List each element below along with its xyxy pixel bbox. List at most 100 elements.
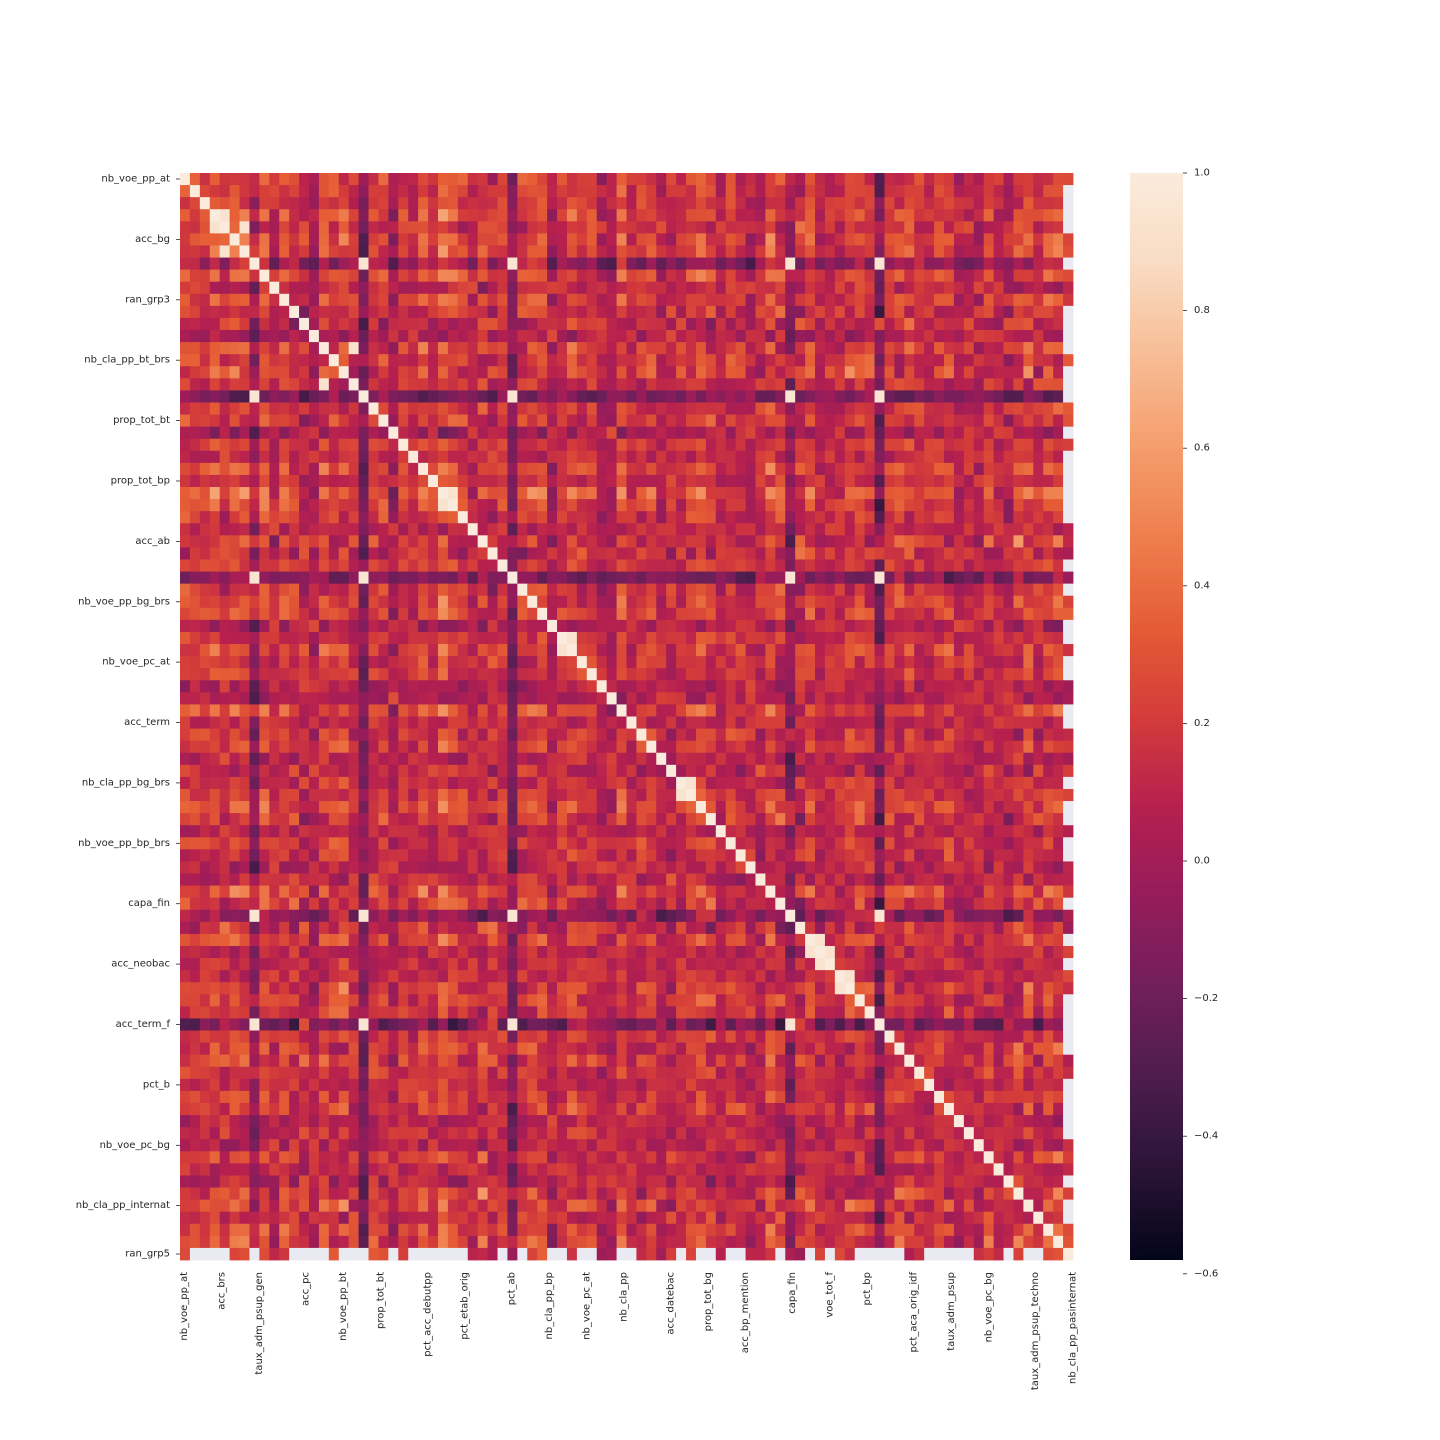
heatmap-cell	[894, 366, 905, 379]
heatmap-cell	[418, 547, 429, 560]
heatmap-cell	[636, 499, 647, 512]
heatmap-cell	[795, 668, 806, 681]
heatmap-cell	[269, 813, 280, 826]
heatmap-cell	[953, 680, 965, 693]
heatmap-cell	[904, 257, 915, 271]
heatmap-cell	[586, 438, 598, 452]
heatmap-cell	[973, 813, 985, 826]
heatmap-cell	[884, 233, 895, 246]
heatmap-cell	[487, 825, 498, 838]
heatmap-cell	[348, 438, 359, 452]
heatmap-cell	[1053, 704, 1064, 717]
heatmap-cell	[894, 414, 905, 428]
heatmap-cell	[239, 631, 250, 645]
heatmap-cell	[775, 209, 786, 222]
heatmap-cell	[715, 607, 727, 621]
heatmap-cell	[418, 281, 429, 295]
heatmap-cell	[963, 474, 975, 488]
heatmap-cell	[507, 535, 518, 548]
heatmap-cell	[755, 523, 766, 536]
heatmap-cell	[924, 317, 935, 331]
heatmap-cell	[557, 317, 568, 331]
heatmap-cell	[636, 330, 647, 343]
heatmap-cell	[457, 825, 469, 838]
heatmap-cell	[735, 511, 746, 524]
heatmap-cell	[547, 511, 558, 524]
heatmap-cell	[1053, 728, 1064, 742]
heatmap-cell	[576, 342, 588, 355]
heatmap-cell	[368, 426, 379, 440]
heatmap-cell	[705, 438, 717, 452]
heatmap-cell	[775, 474, 786, 488]
heatmap-cell	[924, 221, 935, 234]
heatmap-cell	[785, 668, 796, 681]
heatmap-cell	[318, 378, 330, 391]
heatmap-cell	[1033, 644, 1044, 657]
heatmap-cell	[914, 692, 925, 705]
heatmap-cell	[517, 366, 528, 379]
heatmap-cell	[279, 330, 290, 343]
heatmap-cell	[477, 752, 488, 766]
heatmap-cell	[378, 535, 389, 548]
heatmap-cell	[616, 305, 627, 319]
heatmap-cell	[765, 704, 776, 717]
heatmap-cell	[993, 511, 1004, 524]
heatmap-cell	[557, 354, 568, 367]
heatmap-cell	[189, 547, 201, 560]
heatmap-cell	[785, 209, 796, 222]
heatmap-cell	[785, 656, 796, 669]
heatmap-cell	[1023, 788, 1034, 802]
heatmap-cell	[249, 740, 260, 754]
heatmap-cell	[576, 390, 588, 403]
heatmap-cell	[1053, 426, 1064, 440]
heatmap-cell	[715, 185, 727, 198]
heatmap-cell	[904, 801, 915, 814]
heatmap-cell	[507, 716, 518, 729]
heatmap-cell	[547, 305, 558, 319]
heatmap-cell	[239, 197, 250, 210]
heatmap-cell	[368, 305, 379, 319]
heatmap-cell	[229, 692, 240, 705]
heatmap-cell	[705, 595, 717, 609]
heatmap-cell	[944, 317, 955, 331]
heatmap-cell	[418, 837, 429, 850]
heatmap-cell	[487, 438, 498, 452]
heatmap-cell	[497, 740, 508, 754]
heatmap-cell	[745, 233, 756, 246]
heatmap-cell	[596, 631, 608, 645]
heatmap-cell	[755, 716, 766, 729]
heatmap-cell	[219, 764, 231, 778]
heatmap-cell	[765, 511, 776, 524]
heatmap-cell	[209, 209, 221, 222]
heatmap-cell	[338, 499, 350, 512]
heatmap-cell	[199, 523, 211, 536]
heatmap-cell	[745, 342, 756, 355]
heatmap-cell	[676, 293, 687, 307]
heatmap-cell	[765, 523, 776, 536]
heatmap-cell	[904, 511, 915, 524]
heatmap-cell	[785, 173, 796, 186]
heatmap-cell	[606, 813, 617, 826]
heatmap-cell	[983, 293, 995, 307]
heatmap-cell	[557, 631, 568, 645]
heatmap-cell	[428, 607, 439, 621]
heatmap-cell	[1013, 487, 1024, 500]
heatmap-cell	[547, 776, 558, 790]
heatmap-cell	[616, 728, 627, 742]
heatmap-cell	[735, 595, 746, 609]
heatmap-cell	[368, 185, 379, 198]
heatmap-cell	[914, 825, 925, 838]
heatmap-cell	[180, 668, 191, 681]
heatmap-cell	[834, 257, 846, 271]
heatmap-cell	[686, 631, 697, 645]
heatmap-cell	[973, 390, 985, 403]
heatmap-cell	[1053, 257, 1064, 271]
heatmap-cell	[606, 233, 617, 246]
heatmap-cell	[626, 426, 637, 440]
heatmap-cell	[358, 728, 369, 742]
heatmap-cell	[368, 499, 379, 512]
heatmap-cell	[418, 342, 429, 355]
heatmap-cell	[428, 221, 439, 234]
heatmap-cell	[398, 487, 409, 500]
heatmap-cell	[557, 474, 568, 488]
